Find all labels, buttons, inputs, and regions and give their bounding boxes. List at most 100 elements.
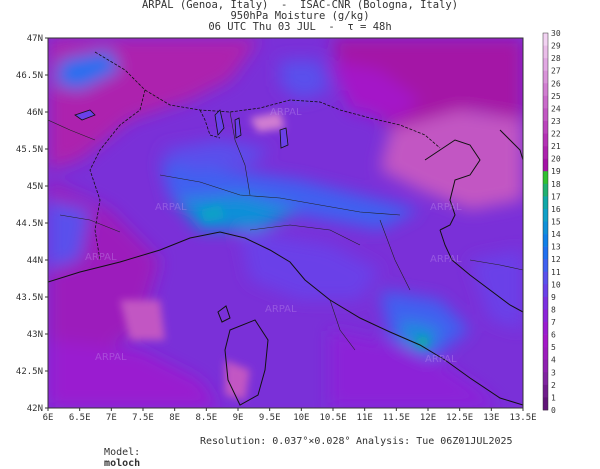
colorbar-segment [543,372,548,386]
colorbar-segment [543,234,548,247]
x-tick-label: 7E [106,413,117,423]
x-tick-label: 9E [233,413,244,423]
colorbar-label: 17 [551,192,561,201]
y-tick-label: 42.5N [16,367,43,377]
colorbar-segment [543,146,548,159]
colorbar-label: 5 [551,343,556,352]
svg-text:ARPAL: ARPAL [265,304,297,315]
x-tick-label: 8E [169,413,180,423]
colorbar-segment [543,384,548,398]
x-tick-label: 12E [420,413,436,423]
colorbar-label: 29 [551,42,561,51]
svg-text:ARPAL: ARPAL [155,202,187,213]
regional-borders [48,111,523,351]
header-line-3: 06 UTC Thu 03 JUL - τ = 48h [208,21,392,33]
colorbar-segment [543,33,548,46]
y-tick-label: 44.5N [16,219,43,229]
svg-text:ARPAL: ARPAL [430,254,462,265]
colorbar-label: 30 [551,29,561,38]
colorbar-segment [543,70,548,84]
watermarks: ARPAL ARPAL ARPAL ARPAL ARPAL ARPAL ARPA… [85,107,462,365]
colorbar-label: 22 [551,130,561,139]
colorbar-label: 11 [551,268,561,277]
borders [89,51,441,261]
colorbar-label: 19 [551,167,561,176]
colorbar-label: 25 [551,92,561,101]
svg-text:ARPAL: ARPAL [425,354,457,365]
model-label: Model: [104,447,141,458]
colorbar-segment [543,133,548,147]
header-line-2: 950hPa Moisture (g/kg) [230,10,370,22]
colorbar-segment [543,208,548,222]
colorbar-segment [543,259,548,273]
colorbar-label: 21 [551,142,561,151]
y-tick-label: 42N [27,404,43,414]
colorbar-segment [543,183,548,197]
coastlines [48,129,523,406]
colorbar-label: 6 [551,331,556,340]
colorbar-segment [543,347,548,361]
colorbar-segment [543,271,548,285]
x-axis: 6E 6.5E 7E 7.5E 8E 8.5E 9E 9.5E 10E 10.5E 11E 11.5E… [43,408,537,423]
svg-text:ARPAL: ARPAL [85,252,117,263]
colorbar-label: 24 [551,104,561,113]
colorbar-segment [543,58,548,71]
y-tick-label: 43N [27,330,43,340]
x-tick-label: 13.5E [509,413,536,423]
y-tick-label: 43.5N [16,293,43,303]
colorbar-label: 3 [551,368,556,377]
colorbar-label: 12 [551,255,561,264]
colorbar-segment [543,284,548,298]
lakes [74,109,289,149]
colorbar-label: 16 [551,205,561,214]
colorbar-label: 15 [551,218,561,227]
colorbar-segment [543,334,548,348]
colorbar-label: 8 [551,305,556,314]
colorbar-segment [543,120,548,134]
colorbar-segment [543,359,548,373]
x-tick-label: 11.5E [383,413,410,423]
y-tick-label: 45.5N [16,145,43,155]
colorbar-segment [543,158,548,172]
resolution-info: Resolution: 0.037°×0.028° [200,436,351,447]
colorbar-label: 10 [551,280,561,289]
model-info: Model: moloch [92,436,140,469]
colorbar-segment [543,108,548,122]
moisture-field [48,38,523,408]
colorbar-label: 9 [551,293,556,302]
colorbar-segment [543,246,548,260]
x-tick-label: 10E [293,413,309,423]
y-axis: 47N 46.5N 46N 45.5N 45N 44.5N 44N 43.5N 43N 42.5N… [16,34,48,414]
colorbar-segment [543,397,548,411]
x-tick-label: 10.5E [319,413,346,423]
colorbar-label: 23 [551,117,561,126]
colorbar-segment [543,171,548,185]
colorbar-label: 2 [551,381,556,390]
x-tick-label: 13E [483,413,499,423]
y-tick-label: 44N [27,256,43,266]
colorbar-segment [543,95,548,109]
y-tick-label: 47N [27,34,43,44]
x-tick-label: 7.5E [132,413,154,423]
analysis-info: Analysis: Tue 06Z01JUL2025 [356,436,513,447]
colorbar-label: 0 [551,406,556,415]
colorbar-segment [543,83,548,97]
x-tick-label: 8.5E [195,413,217,423]
colorbar-label: 28 [551,54,561,63]
x-tick-label: 12.5E [446,413,473,423]
colorbar-label: 27 [551,67,561,76]
y-tick-label: 45N [27,182,43,192]
colorbar-label: 26 [551,79,561,88]
colorbar-segment [543,296,548,310]
svg-text:ARPAL: ARPAL [270,107,302,118]
colorbar-segment [543,221,548,235]
colorbar-segment [543,322,548,335]
y-tick-label: 46.5N [16,71,43,81]
svg-text:ARPAL: ARPAL [430,202,462,213]
colorbar-label: 7 [551,318,556,327]
y-tick-label: 46N [27,108,43,118]
x-tick-label: 9.5E [259,413,281,423]
colorbar-label: 18 [551,180,561,189]
colorbar-label: 20 [551,155,561,164]
model-value: moloch [104,458,141,469]
